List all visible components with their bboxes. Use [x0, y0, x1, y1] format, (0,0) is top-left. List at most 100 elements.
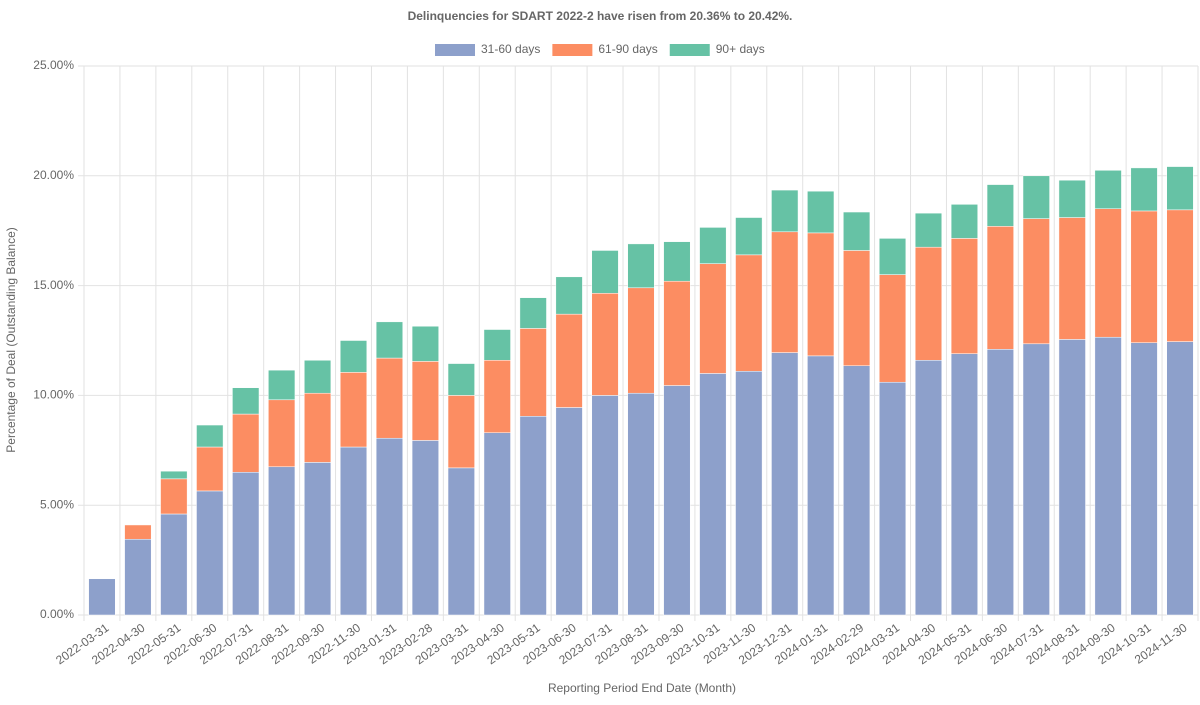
bar-segment	[1022, 218, 1050, 345]
bar-segment	[519, 297, 547, 329]
bar-segment	[914, 246, 943, 361]
bar-segment	[483, 360, 511, 433]
bar-segment	[1058, 179, 1086, 218]
bar-segment	[483, 432, 511, 616]
bar-segment	[555, 276, 583, 315]
bar-segment	[1166, 209, 1194, 342]
bar-segment	[627, 392, 655, 616]
bar-segment	[843, 211, 871, 251]
y-tick-label: 15.00%	[33, 278, 74, 292]
bar-segment	[555, 407, 583, 616]
bar-segment	[339, 372, 368, 448]
legend-label: 90+ days	[716, 42, 765, 56]
legend-swatch	[669, 44, 710, 56]
bar-segment	[304, 392, 332, 463]
bar-segment	[879, 274, 907, 383]
bar-segment	[268, 466, 296, 616]
bar-segment	[843, 365, 871, 616]
bar-segment	[591, 293, 619, 396]
y-tick-label: 25.00%	[33, 58, 74, 72]
legend-swatch	[435, 44, 475, 56]
bar-segment	[843, 250, 871, 367]
bar-segment	[232, 387, 260, 415]
bar-segment	[339, 446, 368, 616]
bar-segment	[483, 329, 511, 361]
bar-segment	[375, 357, 403, 439]
y-axis-label: Percentage of Deal (Outstanding Balance)	[4, 227, 18, 452]
bar-segment	[411, 325, 439, 362]
bar-segment	[699, 227, 727, 264]
bar-segment	[591, 395, 619, 616]
chart-title: Delinquencies for SDART 2022-2 have rise…	[408, 9, 793, 23]
bar-segment	[914, 212, 943, 248]
bar-segment	[160, 470, 188, 480]
bar-segment	[304, 462, 332, 616]
bar-segment	[160, 478, 188, 515]
bar-segment	[232, 472, 260, 616]
bar-segment	[1022, 343, 1050, 616]
bar-segment	[1058, 339, 1086, 616]
bar-segment	[807, 355, 835, 616]
bar-segment	[914, 360, 943, 616]
bar-segment	[591, 250, 619, 294]
bar-segment	[88, 578, 116, 616]
bar-segment	[411, 361, 439, 441]
bar-segment	[1130, 210, 1158, 343]
y-tick-label: 20.00%	[33, 168, 74, 182]
bar-segment	[1058, 217, 1086, 340]
bar-segment	[771, 352, 799, 616]
bar-segment	[1094, 208, 1122, 338]
bar-segment	[663, 280, 691, 386]
bar-segment	[196, 446, 224, 492]
bar-segment	[447, 395, 475, 469]
y-tick-label: 0.00%	[40, 607, 74, 621]
bar-segment	[699, 263, 727, 374]
bar-segment	[196, 490, 224, 616]
y-tick-label: 5.00%	[40, 497, 74, 511]
y-tick-label: 10.00%	[33, 388, 74, 402]
bar-segment	[555, 313, 583, 408]
bar-segment	[1094, 336, 1122, 616]
bar-segment	[986, 226, 1014, 350]
bar-segment	[196, 424, 224, 448]
bar-segment	[519, 328, 547, 417]
bar-segment	[663, 241, 691, 282]
bar-segment	[304, 360, 332, 394]
bar-segment	[735, 217, 763, 256]
bar-segment	[1130, 167, 1158, 212]
bar-segment	[879, 381, 907, 616]
bar-segment	[950, 204, 978, 239]
bar-segment	[950, 353, 978, 616]
legend-label: 31-60 days	[481, 42, 540, 56]
bar-segment	[627, 287, 655, 394]
bar-segment	[986, 349, 1014, 616]
bar-segment	[663, 385, 691, 616]
bar-segment	[735, 370, 763, 616]
bar-segment	[879, 238, 907, 275]
bar-segment	[807, 232, 835, 357]
bar-segment	[268, 399, 296, 468]
x-axis-label: Reporting Period End Date (Month)	[548, 681, 736, 695]
bar-segment	[735, 254, 763, 372]
bar-segment	[447, 363, 475, 396]
bar-segment	[1130, 342, 1158, 616]
bar-segment	[519, 416, 547, 616]
bar-segment	[447, 467, 475, 616]
bar-segment	[627, 243, 655, 289]
bar-segment	[807, 190, 835, 234]
bar-segment	[411, 440, 439, 616]
bar-segment	[375, 437, 403, 616]
bar-segment	[124, 524, 152, 540]
bar-segment	[339, 340, 368, 373]
legend-label: 61-90 days	[598, 42, 657, 56]
bar-segment	[1166, 166, 1194, 211]
bar-segment	[986, 184, 1014, 227]
bar-segment	[771, 189, 799, 233]
legend-swatch	[552, 44, 593, 56]
bar-segment	[124, 538, 152, 616]
bar-segment	[1022, 175, 1050, 219]
bar-segment	[1166, 341, 1194, 616]
bar-segment	[160, 513, 188, 616]
bar-segment	[1094, 170, 1122, 209]
